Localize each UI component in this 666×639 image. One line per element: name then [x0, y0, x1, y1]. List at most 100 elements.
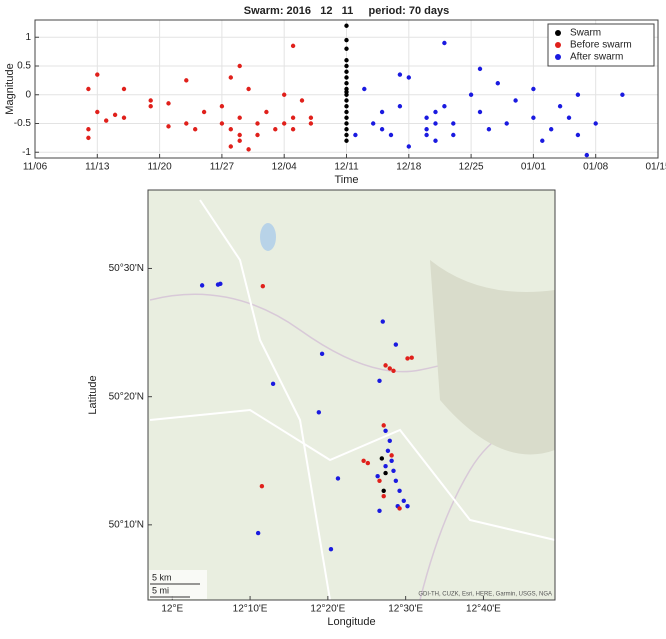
point: [620, 93, 624, 97]
x-tick-label: 12°20'E: [310, 604, 345, 615]
point: [382, 494, 386, 498]
point: [442, 41, 446, 45]
point: [255, 133, 259, 137]
point: [229, 144, 233, 148]
point: [388, 366, 392, 370]
figure: 11/0611/1311/2011/2712/0412/1112/1812/25…: [0, 0, 666, 639]
point: [549, 127, 553, 131]
point: [558, 104, 562, 108]
point: [344, 104, 348, 108]
point: [388, 439, 392, 443]
point: [353, 133, 357, 137]
point: [391, 469, 395, 473]
legend-label: Swarm: [570, 28, 601, 39]
point: [200, 283, 204, 287]
legend-label: Before swarm: [570, 40, 632, 51]
point: [95, 110, 99, 114]
point: [377, 379, 381, 383]
point: [309, 121, 313, 125]
point: [184, 121, 188, 125]
point: [382, 489, 386, 493]
point: [389, 459, 393, 463]
legend-marker: [555, 54, 561, 60]
scalebar-label: 5 mi: [152, 585, 169, 595]
point: [382, 423, 386, 427]
point: [344, 70, 348, 74]
point: [585, 153, 589, 157]
point: [122, 87, 126, 91]
y-tick-label: 50°10'N: [109, 519, 144, 530]
y-tick-label: -0.5: [14, 118, 32, 129]
point: [394, 479, 398, 483]
point: [361, 459, 365, 463]
point: [86, 136, 90, 140]
x-tick-label: 12°10'E: [233, 604, 268, 615]
point: [383, 363, 387, 367]
point: [238, 133, 242, 137]
x-tick-label: 01/08: [583, 162, 608, 173]
x-tick-label: 12°40'E: [466, 604, 501, 615]
point: [469, 93, 473, 97]
point: [424, 116, 428, 120]
point: [433, 139, 437, 143]
x-tick-label: 11/20: [147, 162, 172, 173]
point: [344, 110, 348, 114]
point: [291, 116, 295, 120]
point: [271, 382, 275, 386]
point: [567, 116, 571, 120]
point: [344, 116, 348, 120]
point: [594, 121, 598, 125]
point: [166, 124, 170, 128]
y-tick-label: 1: [25, 32, 31, 43]
point: [380, 456, 384, 460]
point: [407, 75, 411, 79]
point: [95, 72, 99, 76]
point: [386, 449, 390, 453]
point: [300, 98, 304, 102]
point: [366, 461, 370, 465]
point: [264, 110, 268, 114]
point: [383, 429, 387, 433]
point: [377, 479, 381, 483]
point: [397, 506, 401, 510]
x-tick-label: 12/25: [459, 162, 484, 173]
point: [451, 121, 455, 125]
map-lake: [260, 223, 276, 251]
point: [344, 98, 348, 102]
point: [344, 24, 348, 28]
point: [381, 319, 385, 323]
point: [487, 127, 491, 131]
point: [229, 75, 233, 79]
point: [273, 127, 277, 131]
point: [344, 93, 348, 97]
point: [291, 44, 295, 48]
x-tick-label: 01/15: [645, 162, 666, 173]
y-tick-label: 50°20'N: [109, 391, 144, 402]
point: [282, 93, 286, 97]
point: [329, 547, 333, 551]
point: [256, 531, 260, 535]
point: [389, 453, 393, 457]
point: [246, 87, 250, 91]
point: [344, 81, 348, 85]
x-axis-label: Longitude: [327, 616, 375, 628]
point: [383, 464, 387, 468]
point: [344, 127, 348, 131]
point: [149, 104, 153, 108]
chart-title: Swarm: 2016 12 11 period: 70 days: [244, 5, 449, 17]
point: [238, 116, 242, 120]
point: [344, 64, 348, 68]
point: [86, 127, 90, 131]
y-tick-label: 0.5: [17, 61, 31, 72]
point: [229, 127, 233, 131]
point: [344, 75, 348, 79]
point: [505, 121, 509, 125]
point: [261, 284, 265, 288]
point: [218, 282, 222, 286]
point: [362, 87, 366, 91]
point: [531, 116, 535, 120]
point: [344, 58, 348, 62]
point: [398, 72, 402, 76]
point: [397, 489, 401, 493]
point: [391, 369, 395, 373]
